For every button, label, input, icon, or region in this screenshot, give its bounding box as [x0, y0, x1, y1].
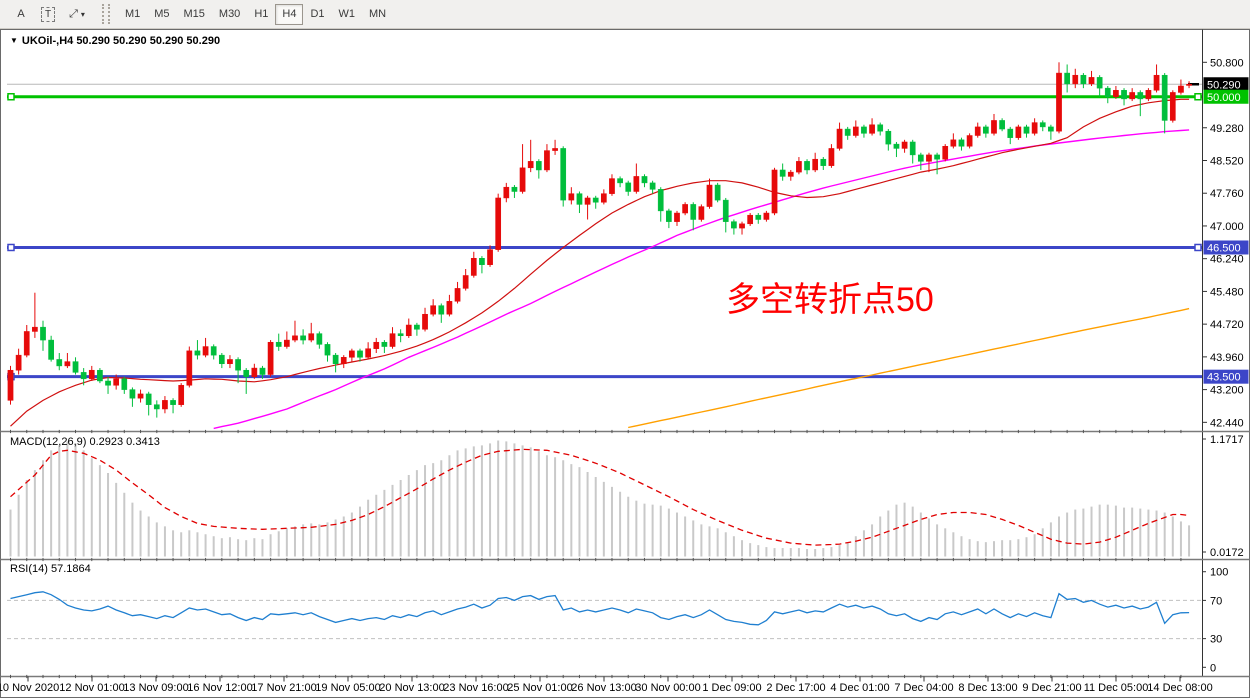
svg-text:43.200: 43.200 [1210, 385, 1244, 397]
hline-right-marker [1194, 93, 1202, 101]
timeframe-toolbar: M1 M5 M15 M30 H1 H4 D1 W1 MN [118, 3, 393, 25]
macd-signal-line [10, 448, 1190, 546]
hline-left-marker [7, 243, 15, 252]
chart-window: 50.800 49.280 48.520 47.760 47.000 46.240 45.4… [0, 29, 1250, 698]
candles-layer [7, 62, 1192, 418]
svg-text:50.800: 50.800 [1210, 57, 1244, 69]
tf-button-M1[interactable]: M1 [118, 4, 147, 25]
svg-text:1.1717: 1.1717 [1210, 434, 1244, 446]
macd-panel [9, 440, 1191, 557]
svg-text:0: 0 [1210, 662, 1216, 674]
hline-right-marker [1194, 243, 1202, 252]
tf-button-W1[interactable]: W1 [332, 4, 363, 25]
svg-text:50.290: 50.290 [1207, 79, 1241, 91]
svg-text:50.000: 50.000 [1207, 92, 1241, 104]
text-label-tool-button[interactable]: A [8, 4, 34, 25]
dropdown-caret-icon: ▾ [80, 9, 85, 19]
ma-slow-line [628, 307, 1190, 429]
svg-text:17 Nov 21:00: 17 Nov 21:00 [251, 682, 316, 694]
chart-annotation-text[interactable]: 多空转折点50 [726, 281, 934, 319]
chart-canvas[interactable]: 50.800 49.280 48.520 47.760 47.000 46.240 45.4… [0, 29, 1250, 698]
price-badge-level [1203, 240, 1249, 255]
text-box-tool-button[interactable]: T [34, 4, 62, 25]
price-badge-current [1203, 77, 1249, 92]
svg-text:14 Dec 08:00: 14 Dec 08:00 [1147, 682, 1212, 694]
svg-text:7 Dec 04:00: 7 Dec 04:00 [894, 682, 953, 694]
svg-text:2 Dec 17:00: 2 Dec 17:00 [766, 682, 825, 694]
tf-button-H1[interactable]: H1 [247, 4, 275, 25]
arrows-icon: ⤢ [69, 7, 78, 20]
svg-text:44.720: 44.720 [1210, 319, 1244, 331]
svg-text:46.500: 46.500 [1207, 242, 1241, 254]
price-badge-level [1203, 369, 1249, 384]
svg-text:23 Nov 16:00: 23 Nov 16:00 [443, 682, 508, 694]
svg-text:49.280: 49.280 [1210, 123, 1244, 135]
svg-text:42.440: 42.440 [1210, 417, 1244, 429]
toolbar-grip[interactable] [101, 4, 110, 24]
svg-text:45.480: 45.480 [1210, 286, 1244, 298]
svg-text:100: 100 [1210, 567, 1228, 579]
ma-fast-line [10, 98, 1190, 427]
svg-text:43.960: 43.960 [1210, 352, 1244, 364]
svg-text:46.240: 46.240 [1210, 254, 1244, 266]
rsi-panel [7, 591, 1202, 640]
horizontal-level-lines[interactable] [7, 93, 1202, 381]
rsi-line [10, 591, 1190, 626]
svg-text:48.520: 48.520 [1210, 155, 1244, 167]
svg-text:11 Dec 05:00: 11 Dec 05:00 [1084, 682, 1149, 694]
svg-text:20 Nov 13:00: 20 Nov 13:00 [379, 682, 444, 694]
svg-text:10 Nov 2020: 10 Nov 2020 [0, 682, 59, 694]
svg-text:30 Nov 00:00: 30 Nov 00:00 [635, 682, 700, 694]
svg-text:43.500: 43.500 [1207, 372, 1241, 384]
svg-text:47.760: 47.760 [1210, 188, 1244, 200]
svg-text:19 Nov 05:00: 19 Nov 05:00 [315, 682, 380, 694]
svg-text:4 Dec 01:00: 4 Dec 01:00 [830, 682, 889, 694]
svg-text:13 Nov 09:00: 13 Nov 09:00 [123, 682, 188, 694]
svg-text:12 Nov 01:00: 12 Nov 01:00 [59, 682, 124, 694]
svg-text:9 Dec 21:00: 9 Dec 21:00 [1022, 682, 1081, 694]
svg-text:26 Nov 13:00: 26 Nov 13:00 [571, 682, 636, 694]
toolbar: A T ⤢ ▾ M1 M5 M15 M30 H1 H4 D1 W1 MN [0, 0, 1250, 29]
svg-text:16 Nov 12:00: 16 Nov 12:00 [187, 682, 252, 694]
arrows-tool-button[interactable]: ⤢ ▾ [62, 4, 92, 25]
text-box-icon: T [41, 6, 56, 22]
price-badge-level [1203, 89, 1249, 104]
price-axis[interactable]: 50.800 49.280 48.520 47.760 47.000 46.240 45.4… [1202, 57, 1249, 674]
svg-text:70: 70 [1210, 595, 1222, 607]
hline-left-marker [7, 93, 15, 101]
tf-button-D1[interactable]: D1 [303, 4, 331, 25]
svg-text:25 Nov 01:00: 25 Nov 01:00 [507, 682, 572, 694]
svg-text:30: 30 [1210, 634, 1222, 646]
svg-text:8 Dec 13:00: 8 Dec 13:00 [958, 682, 1017, 694]
tf-button-M5[interactable]: M5 [147, 4, 176, 25]
svg-text:1 Dec 09:00: 1 Dec 09:00 [702, 682, 761, 694]
tf-button-MN[interactable]: MN [362, 4, 393, 25]
tf-button-M15[interactable]: M15 [177, 4, 212, 25]
svg-text:0.0172: 0.0172 [1210, 547, 1244, 559]
svg-text:47.000: 47.000 [1210, 221, 1244, 233]
tf-button-M30[interactable]: M30 [212, 4, 247, 25]
tf-button-H4[interactable]: H4 [275, 3, 304, 25]
